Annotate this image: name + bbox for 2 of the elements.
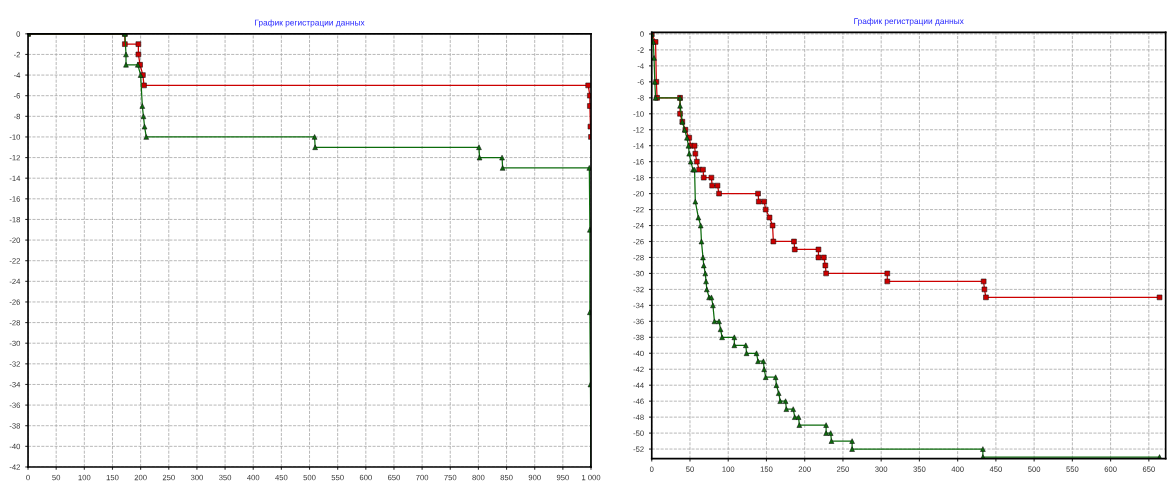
- chart-title: График регистрации данных: [255, 19, 365, 28]
- chart-title: График регистрации данных: [854, 17, 964, 26]
